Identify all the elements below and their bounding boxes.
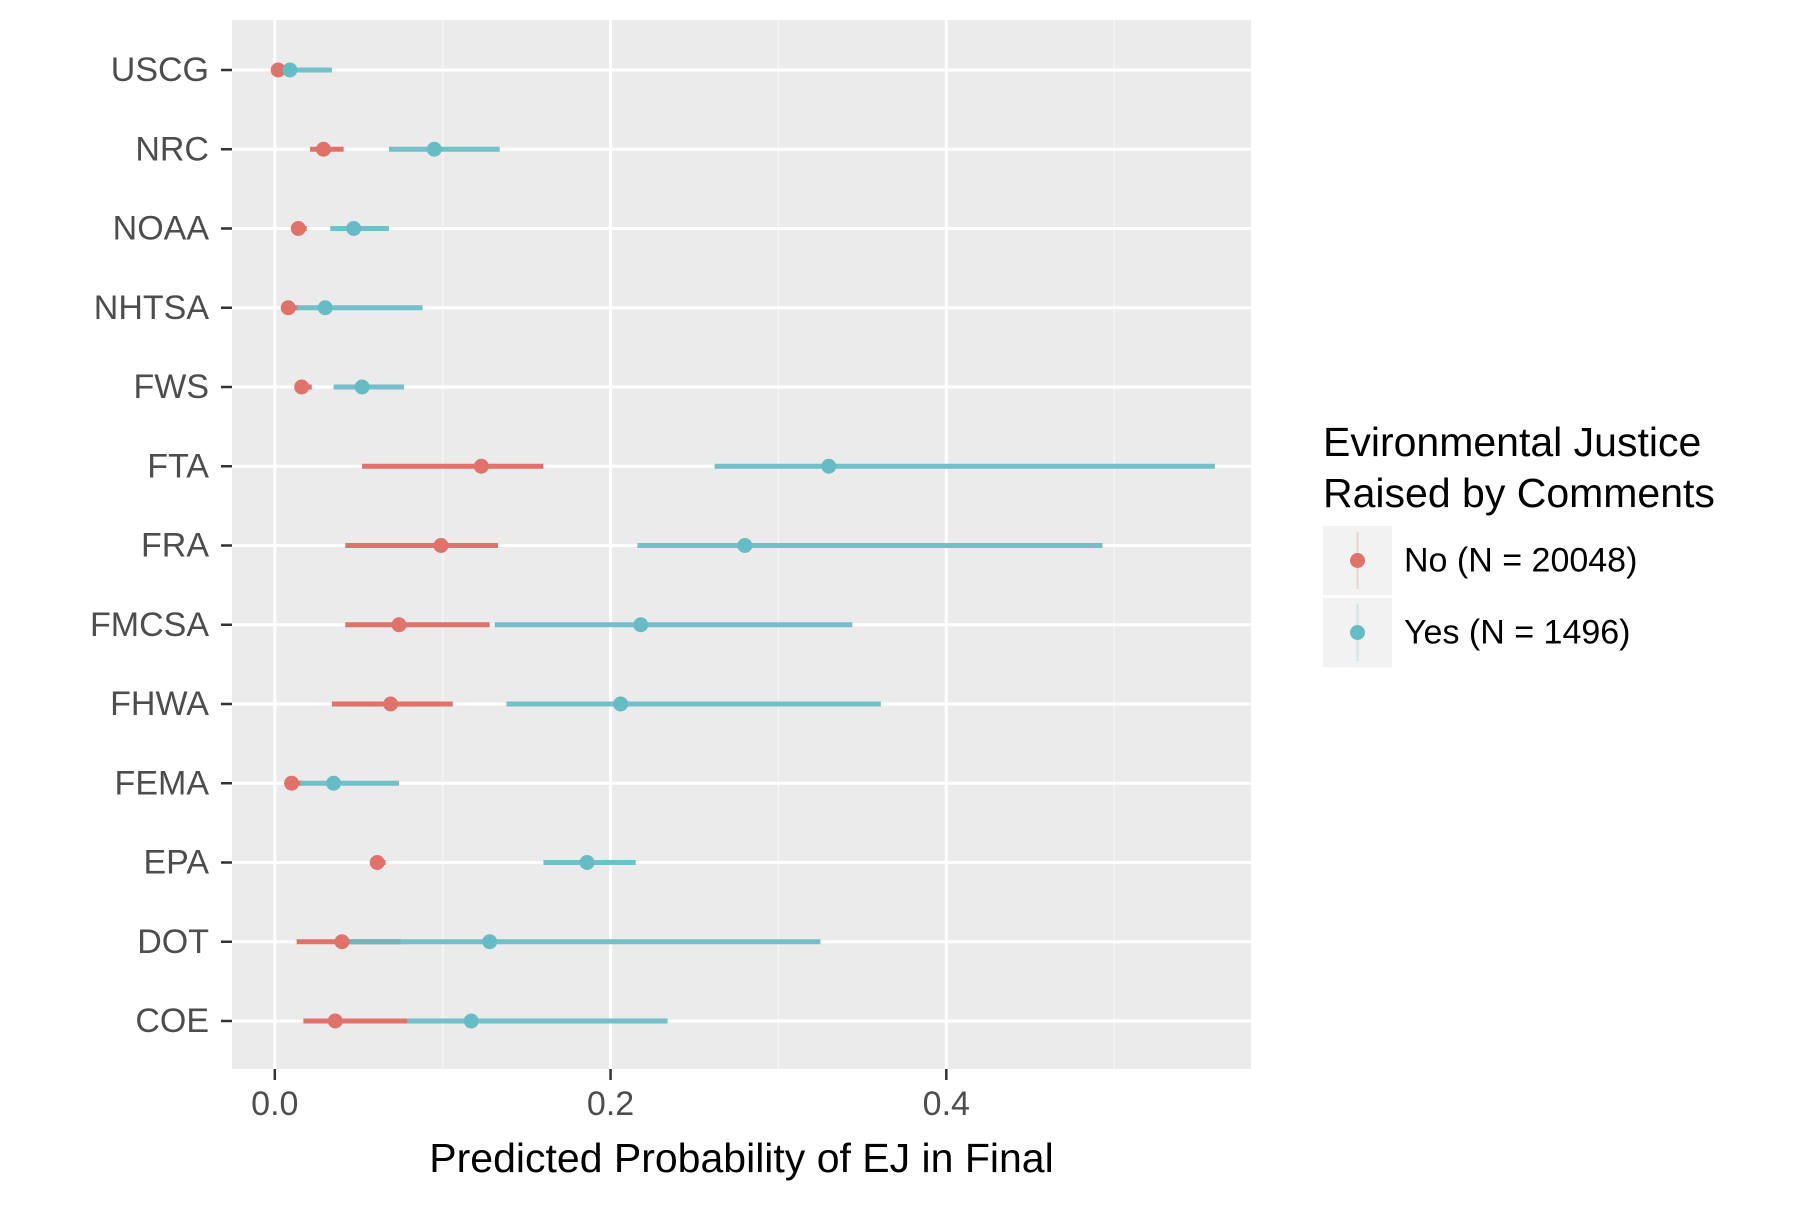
point-no-fmcsa: [391, 617, 407, 633]
legend-title-line: Evironmental Justice: [1323, 419, 1701, 465]
point-no-epa: [369, 855, 385, 870]
y-tick-label: NHTSA: [94, 289, 210, 327]
y-tick-label: EPA: [143, 844, 209, 882]
y-tick-label: FTA: [147, 447, 209, 485]
point-yes-epa: [579, 855, 595, 870]
y-tick-label: USCG: [111, 51, 209, 89]
point-yes-nrc: [426, 141, 442, 157]
y-tick-label: NRC: [135, 130, 209, 168]
y-tick-label: FHWA: [110, 685, 209, 723]
point-no-fema: [284, 775, 300, 791]
y-tick-label: FMCSA: [90, 606, 209, 644]
point-yes-fta: [821, 458, 837, 474]
point-yes-fhwa: [613, 696, 629, 712]
point-yes-noaa: [346, 221, 362, 236]
y-tick-label: DOT: [137, 923, 209, 961]
point-no-nhtsa: [280, 300, 296, 316]
y-tick-label: FEMA: [115, 764, 210, 802]
legend-title-line: Raised by Comments: [1323, 470, 1715, 516]
point-no-fws: [294, 379, 310, 395]
legend-key-point: [1350, 625, 1365, 640]
y-tick-label: COE: [135, 1002, 209, 1040]
legend: Evironmental Justice Raised by Comments No…: [1323, 419, 1715, 667]
point-no-coe: [327, 1013, 343, 1029]
y-tick-label: NOAA: [113, 210, 210, 248]
point-yes-nhtsa: [317, 300, 333, 316]
legend-label-yes: Yes (N = 1496): [1404, 614, 1631, 652]
point-no-noaa: [290, 221, 306, 236]
point-yes-fws: [354, 379, 370, 395]
point-no-nrc: [315, 141, 331, 157]
point-no-uscg: [270, 62, 286, 78]
point-no-dot: [334, 934, 350, 950]
point-no-fhwa: [383, 696, 399, 712]
x-axis-title: Predicted Probability of EJ in Final: [429, 1135, 1053, 1181]
point-no-fta: [473, 458, 489, 474]
point-yes-fmcsa: [633, 617, 649, 633]
point-yes-uscg: [282, 62, 298, 78]
point-yes-coe: [463, 1013, 479, 1029]
y-tick-label: FRA: [141, 527, 209, 565]
point-yes-fra: [737, 538, 753, 553]
x-tick-label: 0.2: [587, 1085, 634, 1123]
x-tick-label: 0.0: [251, 1085, 298, 1123]
x-tick-label: 0.4: [923, 1085, 970, 1123]
point-no-fra: [433, 538, 449, 553]
point-yes-dot: [482, 934, 498, 950]
data-marks: [270, 62, 1215, 1029]
legend-key-point: [1350, 553, 1365, 568]
point-yes-fema: [326, 775, 342, 791]
legend-label-no: No (N = 20048): [1404, 542, 1637, 580]
y-tick-label: FWS: [133, 368, 209, 406]
